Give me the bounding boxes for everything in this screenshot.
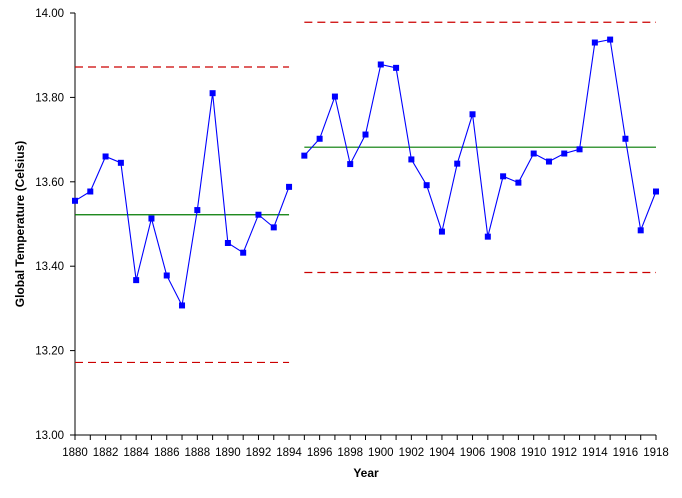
data-point xyxy=(102,153,109,160)
x-tick-label: 1890 xyxy=(215,447,241,459)
data-point xyxy=(637,227,644,234)
data-point xyxy=(530,150,537,157)
y-axis-title: Global Temperature (Celsius) xyxy=(13,141,27,307)
x-tick-label: 1888 xyxy=(185,447,211,459)
data-point xyxy=(286,183,293,190)
x-tick-label: 1914 xyxy=(582,447,608,459)
y-tick-label: 14.00 xyxy=(35,8,64,20)
x-tick-label: 1884 xyxy=(123,447,149,459)
x-tick-label: 1882 xyxy=(93,447,119,459)
data-point xyxy=(133,277,140,284)
x-tick-label: 1904 xyxy=(429,447,455,459)
x-tick-label: 1910 xyxy=(521,447,547,459)
x-tick-label: 1906 xyxy=(460,447,486,459)
data-point xyxy=(240,249,247,256)
y-tick-label: 13.20 xyxy=(35,346,64,358)
x-tick-label: 1894 xyxy=(276,447,302,459)
data-point xyxy=(179,302,186,309)
data-point xyxy=(72,197,78,204)
tick-labels: 13.00 13.20 13.40 13.60 13.80 14.00 1880 1882 18… xyxy=(35,8,669,459)
x-tick-label: 1908 xyxy=(490,447,516,459)
data-point xyxy=(87,188,94,195)
data-point xyxy=(393,64,400,71)
data-point xyxy=(484,233,491,240)
data-point xyxy=(301,152,308,159)
x-tick-label: 1886 xyxy=(154,447,180,459)
y-tick-label: 13.00 xyxy=(35,430,64,442)
data-point xyxy=(377,61,384,68)
data-point xyxy=(607,36,614,43)
data-point xyxy=(163,272,170,279)
data-point xyxy=(408,156,415,163)
y-tick-label: 13.40 xyxy=(35,261,64,273)
data-point xyxy=(148,215,155,222)
x-tick-label: 1898 xyxy=(337,447,363,459)
data-point xyxy=(209,90,216,97)
data-point xyxy=(331,93,338,100)
x-tick-label: 1880 xyxy=(62,447,88,459)
x-tick-label: 1900 xyxy=(368,447,394,459)
data-series xyxy=(72,36,659,309)
x-axis-title: Year xyxy=(353,466,379,480)
reference-lines xyxy=(75,21,656,364)
data-point xyxy=(194,207,201,214)
series-line xyxy=(74,93,290,308)
data-point xyxy=(454,160,461,167)
data-point xyxy=(362,131,369,138)
data-point xyxy=(347,161,354,168)
data-point xyxy=(591,39,598,46)
x-tick-label: 1892 xyxy=(246,447,272,459)
data-point xyxy=(117,159,124,166)
data-point xyxy=(576,146,583,153)
data-point xyxy=(438,228,445,235)
x-tick-label: 1912 xyxy=(551,447,577,459)
x-tick-label: 1896 xyxy=(307,447,333,459)
data-point xyxy=(255,211,262,218)
data-point xyxy=(270,224,277,231)
data-point xyxy=(622,135,629,142)
data-point xyxy=(515,179,522,186)
x-tick-label: 1918 xyxy=(643,447,669,459)
y-tick-label: 13.80 xyxy=(35,92,64,104)
data-point xyxy=(423,182,430,189)
data-point xyxy=(545,158,552,165)
axes xyxy=(70,12,657,440)
x-tick-label: 1902 xyxy=(399,447,425,459)
y-tick-label: 13.60 xyxy=(35,177,64,189)
data-point xyxy=(469,111,476,118)
series-line xyxy=(303,38,657,237)
data-point xyxy=(316,135,323,142)
data-point xyxy=(224,239,231,246)
x-tick-label: 1916 xyxy=(613,447,639,459)
data-point xyxy=(653,188,659,195)
data-point xyxy=(500,173,507,180)
data-point xyxy=(561,150,568,157)
